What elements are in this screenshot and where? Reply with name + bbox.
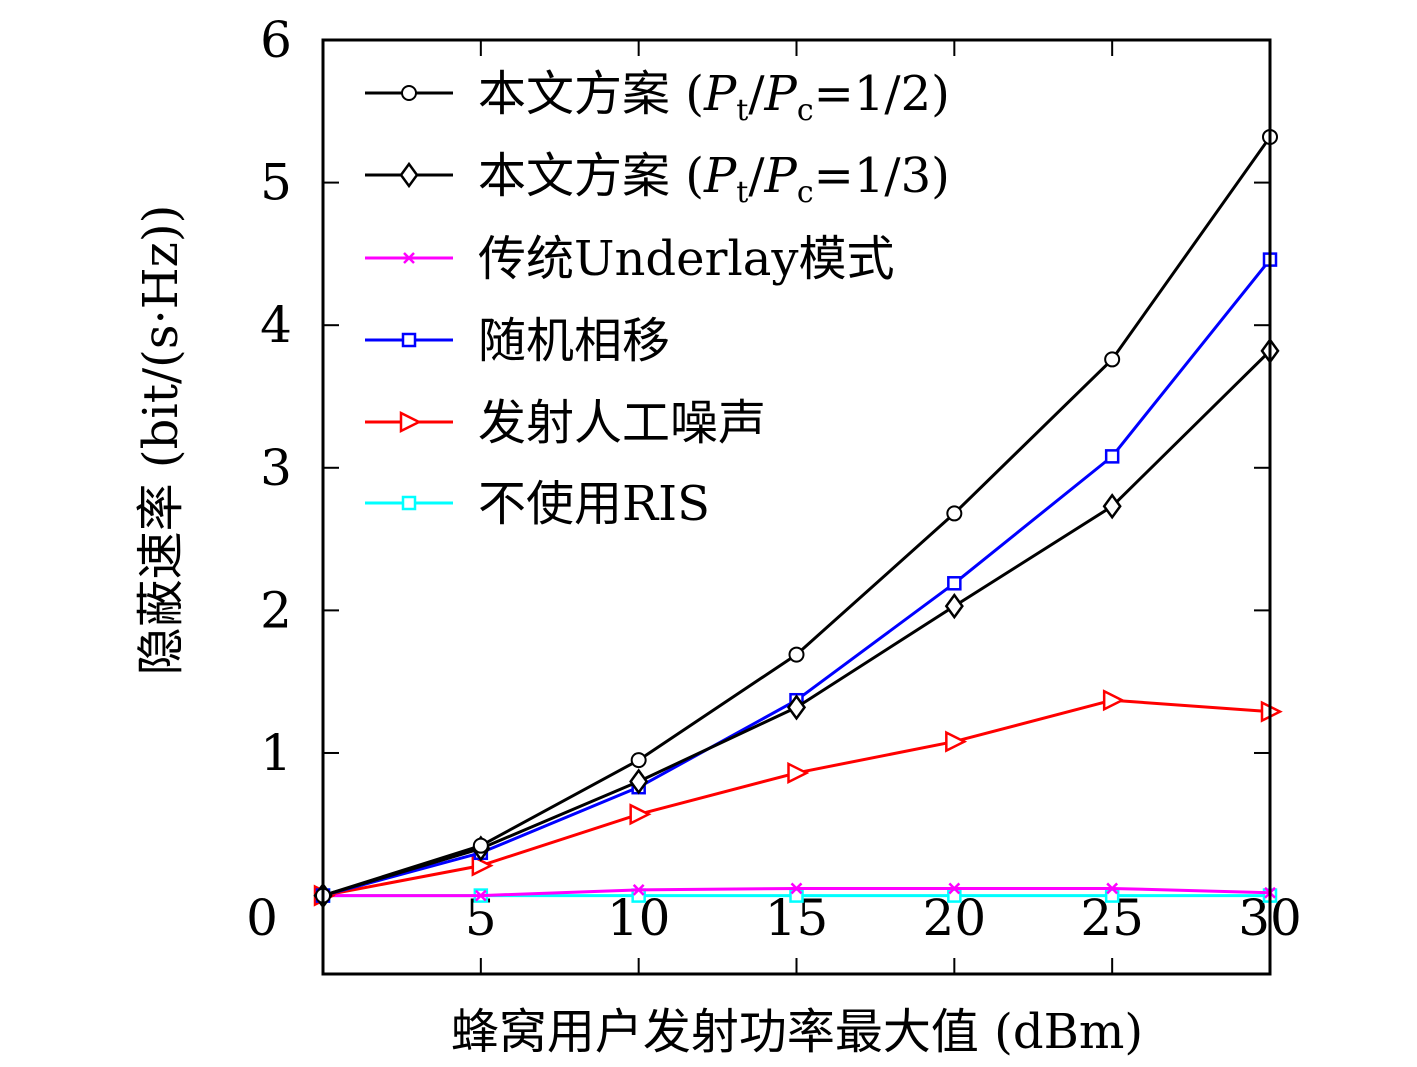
y-tick-label: 3 — [260, 439, 292, 497]
data-point — [629, 768, 649, 795]
data-point — [629, 803, 652, 826]
y-axis-ticks: 1 2 3 4 5 6 — [260, 11, 1270, 782]
data-point — [474, 889, 487, 902]
x-tick-label: 0 — [246, 889, 278, 947]
legend-text-p: P — [764, 66, 798, 122]
legend-item: 发射人工噪声 — [365, 395, 766, 451]
data-point — [1102, 493, 1122, 520]
legend-label: 本文方案 (Pt/Pc=1/3) — [478, 148, 950, 210]
legend-text-sub: c — [797, 93, 814, 128]
legend-text-slash: / — [748, 66, 765, 122]
data-point — [1102, 689, 1125, 712]
data-point — [471, 854, 494, 877]
legend-label: 发射人工噪声 — [478, 395, 766, 451]
legend-text-slash: / — [748, 148, 765, 204]
legend-marker — [401, 495, 417, 511]
legend-item: 本文方案 (Pt/Pc=1/3) — [365, 148, 950, 210]
y-tick-label: 4 — [260, 296, 292, 354]
legend-marker — [401, 85, 417, 101]
legend-text-sub: t — [736, 93, 748, 128]
y-tick-label: 5 — [260, 154, 292, 212]
legend-label: 随机相移 — [478, 313, 670, 369]
data-point — [786, 694, 807, 721]
data-point — [788, 646, 805, 663]
x-axis-label: 蜂窝用户发射功率最大值 (dBm) — [451, 1004, 1143, 1060]
legend-marker — [403, 252, 415, 264]
legend-text-prefix: 本文方案 ( — [478, 148, 704, 204]
data-point — [1104, 449, 1120, 464]
legend-label: 传统Underlay模式 — [478, 231, 895, 287]
series-0 — [315, 128, 1278, 904]
data-point — [948, 882, 961, 895]
data-point — [630, 752, 647, 769]
data-point — [945, 730, 968, 753]
legend-text-p: P — [703, 148, 737, 204]
data-point — [787, 761, 810, 784]
legend-text-suffix: =1/2) — [814, 66, 950, 122]
legend-text-sub: c — [797, 175, 814, 210]
data-point — [1104, 351, 1121, 368]
data-point — [472, 837, 489, 854]
legend-marker — [399, 410, 422, 434]
data-point — [632, 883, 645, 896]
data-point — [946, 505, 963, 522]
y-tick-label: 1 — [260, 724, 292, 782]
legend-item: 本文方案 (Pt/Pc=1/2) — [365, 66, 950, 128]
x-axis-ticks: 0 5 10 15 20 25 30 — [246, 40, 1302, 974]
y-tick-label: 2 — [260, 581, 292, 639]
legend-marker — [401, 332, 417, 348]
data-point — [947, 576, 962, 591]
data-point — [790, 882, 803, 895]
legend-text-sub: t — [736, 175, 748, 210]
legend-text-p: P — [703, 66, 737, 122]
legend-item: 不使用RIS — [365, 476, 710, 532]
y-axis-label: 隐蔽速率 (bit/(s·Hz)) — [133, 205, 189, 676]
legend-label: 不使用RIS — [478, 476, 710, 532]
legend-text-p: P — [764, 148, 798, 204]
legend-item: 传统Underlay模式 — [365, 231, 895, 287]
legend: 本文方案 (Pt/Pc=1/2)本文方案 (Pt/Pc=1/3)传统Underl… — [365, 66, 950, 532]
legend-text-suffix: =1/3) — [814, 148, 950, 204]
legend-item: 随机相移 — [365, 313, 670, 369]
plot-frame — [321, 38, 1272, 976]
legend-label: 本文方案 (Pt/Pc=1/2) — [478, 66, 950, 128]
y-tick-label: 6 — [260, 11, 292, 69]
data-point — [944, 592, 964, 620]
data-point — [1106, 882, 1119, 895]
legend-text-prefix: 本文方案 ( — [478, 66, 704, 122]
legend-marker — [399, 161, 419, 189]
